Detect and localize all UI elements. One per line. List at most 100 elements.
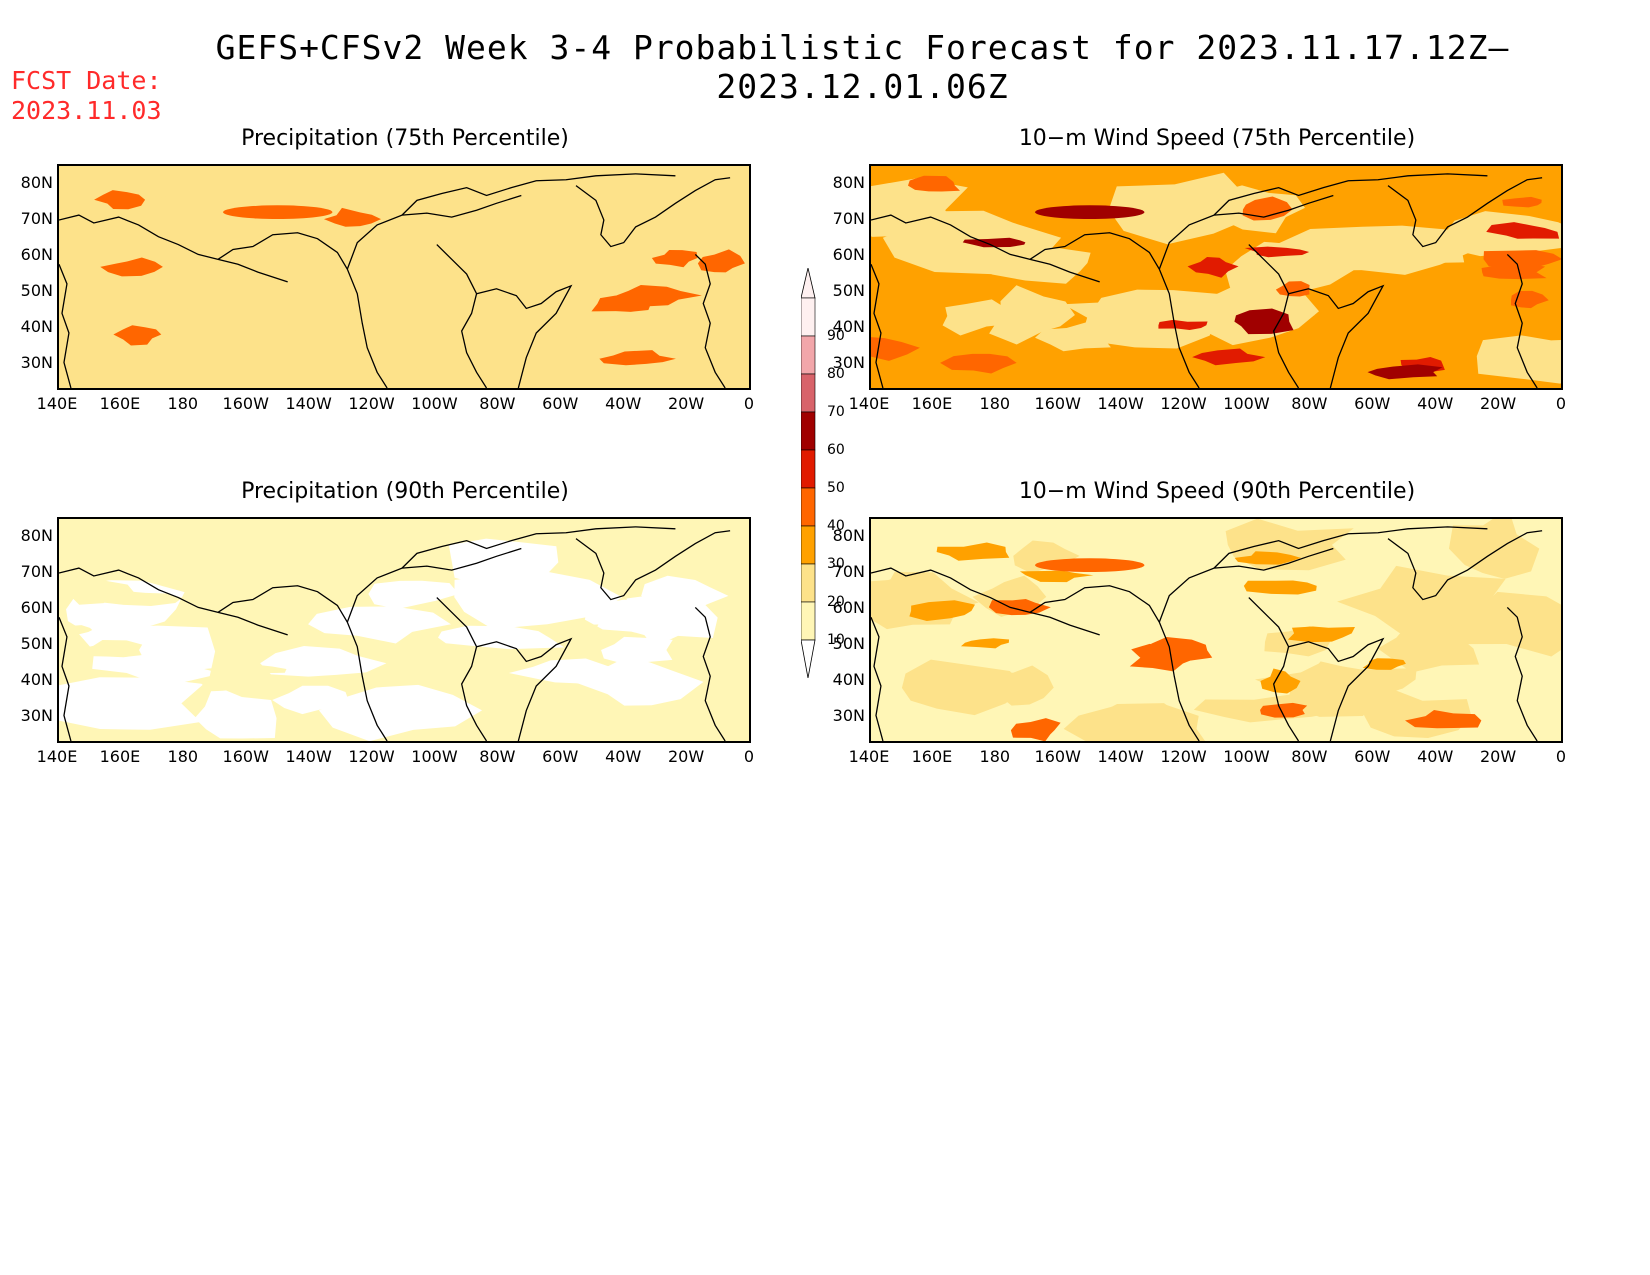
contour-region: [59, 677, 204, 730]
contour-region: [78, 226, 149, 255]
contour-region: [287, 349, 421, 388]
forecast-date: FCST Date: 2023.11.03: [11, 66, 162, 126]
lat-tick-label: 30N: [20, 353, 53, 372]
lon-tick-label: 80W: [479, 747, 516, 766]
contour-region: [1234, 308, 1294, 335]
lon-tick-label: 140W: [285, 394, 332, 413]
colorbar-tick-label: 30: [827, 556, 845, 572]
lat-tick-label: 70N: [20, 562, 53, 581]
forecast-date-value: 2023.11.03: [11, 96, 162, 125]
lon-tick-label: 0: [1555, 747, 1567, 766]
contour-region: [452, 257, 625, 318]
contour-region: [1287, 626, 1355, 643]
lon-tick-label: 100W: [411, 394, 458, 413]
lon-tick-label: 80W: [1291, 394, 1328, 413]
contour-region: [909, 600, 975, 622]
lon-tick-label: 40W: [605, 394, 642, 413]
contour-region: [368, 580, 459, 609]
contour-region: [204, 662, 287, 674]
contour-region: [100, 257, 163, 277]
contour-region: [988, 598, 1051, 616]
contour-region: [1244, 246, 1310, 258]
lon-tick-label: 120W: [348, 394, 395, 413]
lat-tick-label: 60N: [832, 245, 865, 264]
colorbar-swatch: [800, 411, 816, 451]
contour-region: [591, 294, 651, 312]
contour-region: [599, 350, 676, 366]
lon-tick-label: 40W: [1417, 394, 1454, 413]
contour-region: [584, 599, 713, 640]
contour-region: [1260, 668, 1301, 694]
colorbar-swatch: [800, 449, 816, 489]
contour-region: [557, 689, 613, 706]
lon-tick-label: 40W: [1417, 747, 1454, 766]
contour-region: [1483, 250, 1561, 268]
colorbar-tick-label: 50: [827, 480, 845, 496]
contour-region: [1035, 321, 1111, 352]
panel-title-wind-90: 10−m Wind Speed (90th Percentile): [1018, 479, 1416, 504]
lon-tick-label: 160W: [222, 747, 269, 766]
coastline: [217, 232, 388, 388]
lon-tick-label: 160E: [911, 394, 953, 413]
colorbar-bottom-arrow: [800, 639, 816, 679]
contour-region: [94, 190, 146, 210]
contour-region: [448, 538, 559, 587]
colorbar: 90 80 70 60 50 40 30 20 10: [800, 267, 891, 679]
main-title: GEFS+CFSv2 Week 3-4 Probabilistic Foreca…: [215, 28, 1510, 106]
coastline: [694, 606, 726, 741]
lon-tick-label: 140W: [1097, 394, 1144, 413]
contour-band: [1035, 205, 1145, 220]
contour-region: [1367, 364, 1443, 380]
coastline: [346, 194, 522, 270]
coastline: [871, 214, 1100, 283]
contour-region: [1063, 297, 1239, 336]
contour-region: [697, 249, 745, 273]
map-precip-75: [57, 164, 751, 390]
contour-region: [871, 337, 920, 361]
contour-region: [573, 658, 704, 706]
colorbar-tick-label: 70: [827, 404, 845, 420]
lon-tick-label: 0: [1555, 394, 1567, 413]
coastline: [575, 530, 731, 601]
lat-tick-label: 80N: [832, 173, 865, 192]
contour-region: [1260, 702, 1308, 718]
contour-band: [223, 205, 333, 220]
lon-tick-label: 160W: [1034, 394, 1081, 413]
contour-region: [1187, 257, 1239, 278]
contour-region: [966, 246, 1091, 284]
lat-tick-label: 80N: [20, 173, 53, 192]
contour-region: [200, 680, 238, 692]
contour-region: [318, 684, 483, 741]
lon-tick-label: 60W: [542, 394, 579, 413]
contour-region: [1192, 348, 1266, 366]
contour-region: [459, 324, 616, 370]
contour-region: [601, 636, 673, 664]
lon-tick-label: 140E: [36, 747, 78, 766]
coastline: [1387, 177, 1543, 248]
lon-tick-label: 20W: [1479, 747, 1517, 766]
coastline: [1387, 530, 1543, 601]
colorbar-swatch: [800, 563, 816, 603]
contour-region: [1486, 222, 1560, 239]
contour-region: [362, 241, 520, 271]
lat-tick-label: 70N: [832, 209, 865, 228]
contour-region: [1158, 319, 1208, 331]
panel-title-wind-75: 10−m Wind Speed (75th Percentile): [1018, 126, 1416, 151]
lon-tick-label: 120W: [1160, 747, 1207, 766]
contour-region: [547, 622, 599, 641]
lon-tick-label: 20W: [667, 747, 705, 766]
colorbar-swatch: [800, 373, 816, 413]
contour-region: [194, 685, 277, 739]
contour-region: [989, 285, 1075, 345]
lat-tick-label: 50N: [832, 634, 865, 653]
lon-tick-label: 120W: [348, 747, 395, 766]
coastline: [346, 547, 522, 623]
lon-tick-label: 120W: [1160, 394, 1207, 413]
coastline: [1158, 194, 1334, 270]
coastline: [1288, 637, 1385, 741]
contour-region: [260, 646, 387, 677]
contour-region: [1010, 718, 1061, 741]
lat-tick-label: 30N: [832, 353, 865, 372]
contour-region: [1286, 661, 1403, 717]
colorbar-tick-label: 60: [827, 442, 845, 458]
